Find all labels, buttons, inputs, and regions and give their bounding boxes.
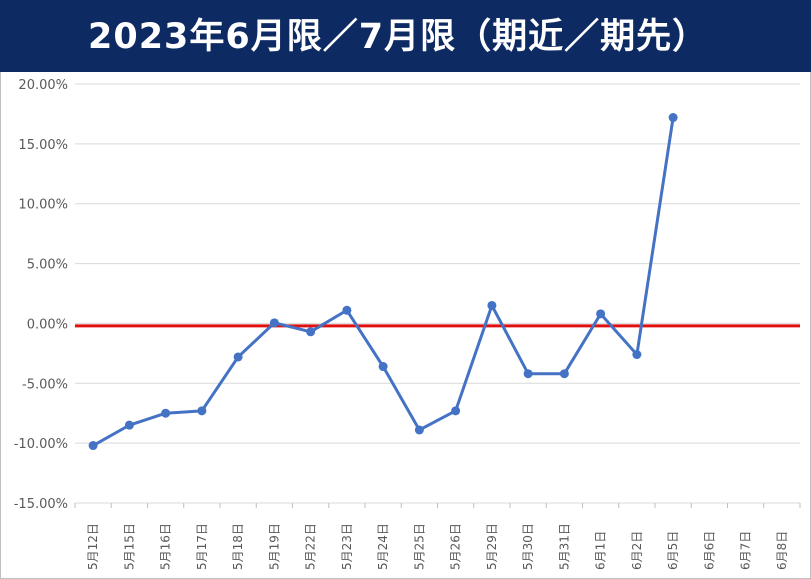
title-bar: 2023年6月限／7月限（期近／期先） (0, 0, 811, 72)
data-point (414, 425, 424, 435)
data-point (523, 369, 533, 379)
series-line (92, 117, 675, 447)
data-point (306, 327, 316, 337)
x-tick-label: 6月5日 (666, 531, 680, 570)
data-point (668, 113, 678, 123)
data-point (269, 318, 279, 328)
data-point (342, 305, 352, 315)
x-tick-label: 5月17日 (195, 523, 209, 570)
data-point (88, 441, 98, 451)
y-tick-label: 5.00% (27, 258, 68, 273)
chart-title: 2023年6月限／7月限（期近／期先） (88, 17, 709, 57)
x-tick-label: 5月25日 (412, 523, 426, 570)
x-tick-label: 5月16日 (159, 523, 173, 570)
y-tick-label: -5.00% (22, 377, 68, 392)
data-point (378, 362, 388, 372)
x-tick-label: 5月22日 (304, 523, 318, 570)
x-tick-label: 6月7日 (739, 531, 753, 570)
x-tick-label: 5月24日 (376, 523, 390, 570)
y-tick-label: 15.00% (18, 138, 68, 153)
data-point (233, 352, 243, 362)
data-point (124, 420, 134, 430)
x-tick-label: 5月19日 (267, 523, 281, 570)
y-tick-label: 10.00% (18, 198, 68, 213)
x-tick-label: 6月8日 (775, 531, 789, 570)
data-point (632, 350, 642, 360)
x-tick-label: 5月12日 (86, 523, 100, 570)
y-tick-label: 20.00% (18, 78, 68, 93)
data-point (197, 406, 207, 416)
x-tick-label: 6月2日 (630, 531, 644, 570)
x-tick-label: 6月1日 (594, 531, 608, 570)
y-tick-label: -10.00% (14, 437, 68, 452)
x-tick-label: 5月15日 (122, 523, 136, 570)
x-tick-label: 5月26日 (449, 523, 463, 570)
y-tick-label: -15.00% (14, 497, 68, 512)
x-tick-label: 5月29日 (485, 523, 499, 570)
x-tick-label: 6月6日 (702, 531, 716, 570)
x-tick-label: 5月31日 (557, 523, 571, 570)
x-tick-label: 5月18日 (231, 523, 245, 570)
data-point (451, 406, 461, 416)
x-tick-label: 5月30日 (521, 523, 535, 570)
data-point (161, 408, 171, 418)
data-point (487, 300, 497, 310)
x-tick-label: 5月23日 (340, 523, 354, 570)
y-tick-label: 0.00% (27, 317, 68, 332)
data-point (559, 369, 569, 379)
data-point (596, 309, 606, 319)
